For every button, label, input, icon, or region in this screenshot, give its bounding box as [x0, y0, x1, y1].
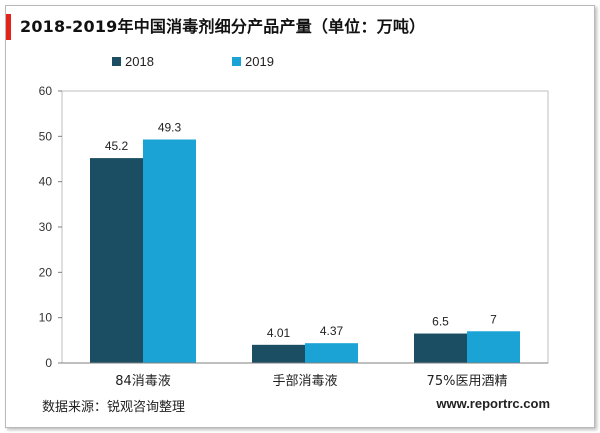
- y-tick-label: 50: [39, 129, 53, 143]
- bar-2018-0: [90, 158, 143, 363]
- x-tick-label: 手部消毒液: [272, 374, 337, 389]
- data-label-2019-1: 4.37: [320, 324, 344, 338]
- data-label-2018-0: 45.2: [105, 139, 129, 153]
- bar-2018-1: [252, 344, 305, 363]
- data-label-2019-0: 49.3: [158, 121, 182, 135]
- bar-2019-0: [143, 139, 196, 363]
- y-tick-label: 20: [39, 265, 53, 279]
- legend-swatch-2019: [232, 57, 241, 66]
- legend-label-2019: 2019: [245, 54, 274, 69]
- bar-2019-1: [305, 343, 358, 363]
- y-tick-label: 60: [39, 84, 53, 98]
- bar-2019-2: [467, 331, 520, 363]
- chart-title: 2018-2019年中国消毒剂细分产品产量（单位：万吨）: [20, 17, 426, 36]
- legend-label-2018: 2018: [125, 54, 154, 69]
- data-label-2018-2: 6.5: [432, 315, 449, 329]
- legend: 2018 2019: [112, 54, 274, 69]
- legend-swatch-2018: [112, 57, 121, 66]
- y-tick-label: 30: [39, 220, 53, 234]
- bar-2018-2: [414, 333, 467, 363]
- title-accent-bar: [6, 14, 11, 40]
- x-tick-label: 84消毒液: [115, 374, 171, 389]
- plot-area: 0 10 20 30 40 50 60 45.2 4.01 6.5 49.3 4.37 7 84消毒液 手部…: [39, 84, 549, 389]
- data-label-2018-1: 4.01: [267, 326, 291, 340]
- x-tick-label: 75%医用酒精: [427, 374, 508, 389]
- website-label: www.reportrc.com: [436, 396, 550, 411]
- y-tick-label: 0: [45, 356, 52, 370]
- y-tick-label: 10: [39, 311, 53, 325]
- data-label-2019-2: 7: [490, 312, 497, 326]
- data-source: 数据来源：锐观咨询整理: [42, 400, 186, 415]
- y-tick-label: 40: [39, 175, 53, 189]
